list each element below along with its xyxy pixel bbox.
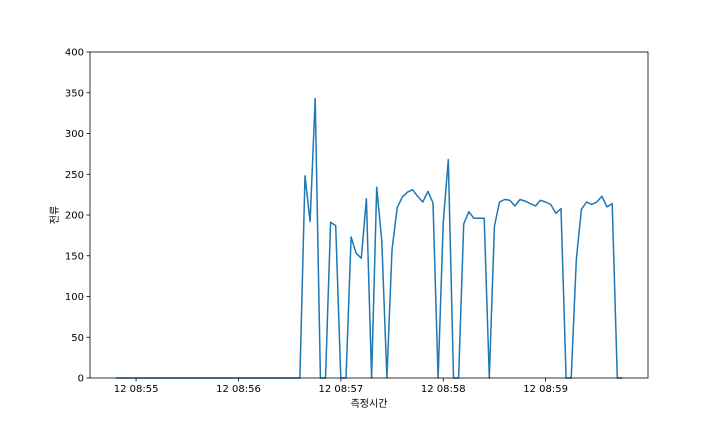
y-tick-label: 50 bbox=[71, 333, 84, 344]
y-tick-label: 400 bbox=[65, 48, 84, 59]
x-axis-label: 측정시간 bbox=[351, 398, 388, 410]
x-tick-label: 12 08:59 bbox=[523, 384, 568, 395]
x-tick-label: 12 08:57 bbox=[318, 384, 363, 395]
series-line bbox=[115, 97, 623, 379]
x-tick-label: 12 08:58 bbox=[421, 384, 466, 395]
x-tick-label: 12 08:55 bbox=[114, 384, 159, 395]
plot-frame bbox=[89, 51, 649, 379]
x-tick-label: 12 08:56 bbox=[216, 384, 261, 395]
y-tick-label: 200 bbox=[65, 211, 84, 222]
y-tick-label: 150 bbox=[65, 251, 84, 262]
y-axis-ticks: 0 50 100 150 200 250 300 350 400 bbox=[65, 48, 90, 385]
y-axis-label: 전류 bbox=[49, 206, 61, 224]
y-tick-label: 100 bbox=[65, 292, 84, 303]
x-axis-ticks: 12 08:55 12 08:56 12 08:57 12 08:58 12 08:59 bbox=[114, 378, 568, 395]
y-tick-label: 250 bbox=[65, 170, 84, 181]
y-tick-label: 350 bbox=[65, 88, 84, 99]
y-tick-label: 0 bbox=[78, 374, 84, 385]
y-tick-label: 300 bbox=[65, 129, 84, 140]
